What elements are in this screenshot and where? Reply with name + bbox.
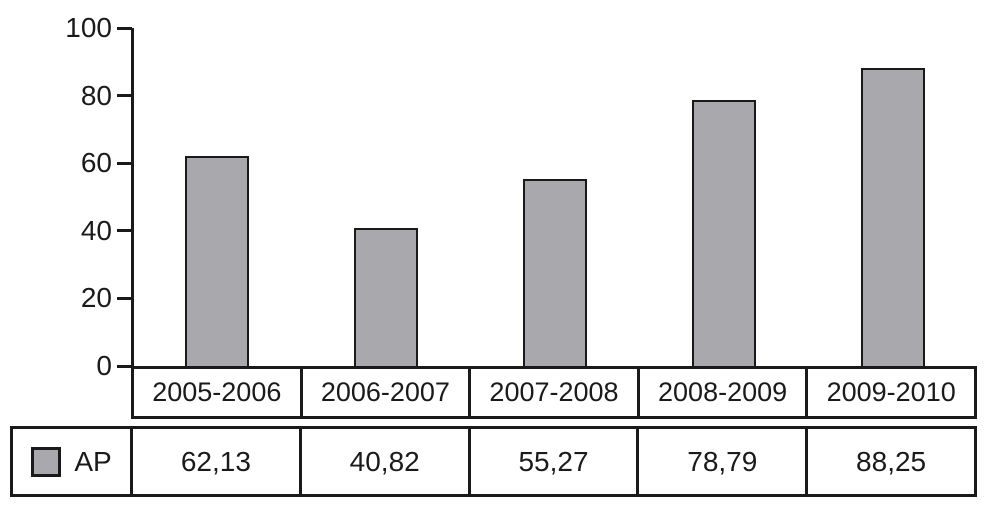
y-axis-tick-label: 20 [80, 282, 112, 314]
y-axis-tick-label: 100 [65, 12, 112, 43]
table-value-2009-2010: 88,25 [805, 429, 974, 494]
legend-cell: AP [13, 429, 133, 494]
bar-2008-2009 [691, 99, 756, 369]
table-value-2007-2008: 55,27 [467, 429, 637, 494]
x-axis-category-label: 2006-2007 [299, 369, 469, 416]
x-axis-category-label: 2009-2010 [805, 369, 974, 416]
bar-2006-2007 [354, 228, 419, 369]
y-axis-tick [117, 94, 132, 98]
y-axis-tick [117, 229, 132, 233]
x-axis-category-label: 2008-2009 [636, 369, 806, 416]
y-axis-tick-label: 80 [80, 79, 112, 111]
table-value-2006-2007: 40,82 [298, 429, 468, 494]
y-axis-tick [117, 364, 132, 368]
table-value-2005-2006: 62,13 [180, 445, 251, 477]
data-table: AP 62,13 40,82 55,27 78,79 88,25 [10, 426, 977, 497]
value-cells: 62,13 40,82 55,27 78,79 88,25 [133, 429, 974, 494]
legend-swatch-icon [31, 446, 62, 477]
x-axis-category-label: 2007-2008 [468, 369, 637, 416]
bar-2007-2008 [523, 179, 587, 369]
y-axis-line [131, 28, 134, 369]
y-axis-tick-label: 0 [96, 350, 112, 381]
bar-2005-2006 [185, 156, 250, 369]
table-value-2008-2009: 78,79 [636, 429, 805, 494]
bar-2009-2010 [860, 67, 925, 369]
y-axis-tick [117, 296, 132, 300]
y-axis-tick [117, 26, 132, 30]
y-axis-tick-label: 60 [80, 147, 112, 179]
x-axis-category-row: 2005-2006 2006-2007 2007-2008 2008-2009 2009… [131, 366, 977, 419]
x-axis-category-label: 2005-2006 [152, 377, 282, 407]
legend-label: AP [74, 445, 112, 477]
y-axis-tick-label: 40 [80, 214, 112, 246]
y-axis-tick [117, 161, 132, 165]
